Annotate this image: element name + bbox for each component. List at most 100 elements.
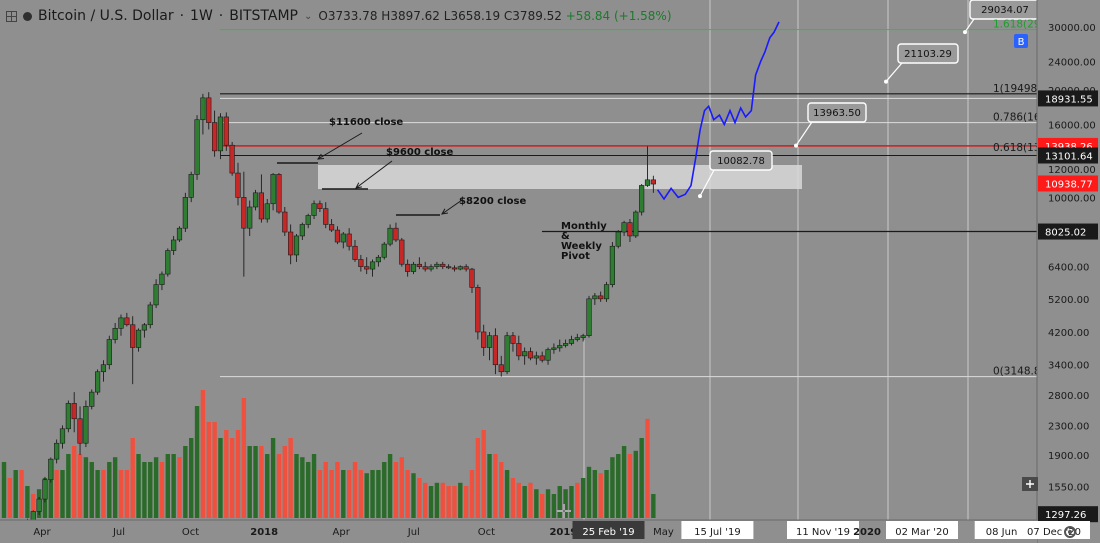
candle-body xyxy=(200,97,206,121)
candle-body xyxy=(387,227,393,245)
price-label-text: 8025.02 xyxy=(1045,228,1086,239)
close-value: 3789.52 xyxy=(512,9,562,23)
price-tick-label: 10000.00 xyxy=(1048,193,1096,204)
volume-bar xyxy=(621,446,627,518)
candle-body xyxy=(428,266,434,270)
volume-bar xyxy=(639,438,644,518)
price-label-box xyxy=(1038,147,1098,164)
crosshair-cursor-icon xyxy=(557,504,571,518)
candle-body xyxy=(375,256,382,263)
time-tick-label: Oct xyxy=(478,527,495,538)
volume-bar xyxy=(276,454,282,518)
candle-body xyxy=(393,227,399,241)
candle-body xyxy=(545,349,551,361)
candle-body xyxy=(171,239,177,251)
candle-body xyxy=(288,231,294,256)
candle-body xyxy=(539,355,545,361)
volume-bar xyxy=(469,470,475,518)
exchange-label[interactable]: BITSTAMP xyxy=(229,8,298,24)
candle-body xyxy=(346,233,352,247)
add-alert-button[interactable] xyxy=(1022,477,1038,491)
volume-bar xyxy=(551,494,557,518)
settings-gear-icon[interactable] xyxy=(1064,526,1076,538)
candle-body xyxy=(124,317,130,326)
compare-icon[interactable] xyxy=(6,10,17,22)
price-label-text: 1297.26 xyxy=(1045,510,1086,521)
price-tick-label: 1900.00 xyxy=(1048,451,1089,462)
volume-bar xyxy=(411,473,416,518)
volume-bar xyxy=(563,489,568,518)
annotation-text: & xyxy=(561,231,570,242)
candle-body xyxy=(223,116,229,146)
time-tick-label: 2019 xyxy=(549,527,577,538)
fib-label: 0.618(13 xyxy=(993,142,1041,154)
volume-bar xyxy=(247,446,252,518)
scale-badge-text: B xyxy=(1018,37,1025,48)
price-label-text: 18931.55 xyxy=(1045,94,1093,105)
volume-bar xyxy=(610,457,615,518)
volume-bar xyxy=(382,462,387,518)
candle-body xyxy=(328,224,335,231)
volume-bar xyxy=(288,438,293,518)
candle-body xyxy=(603,284,610,300)
time-tick-label: 25 Feb '19 xyxy=(582,527,634,538)
candle-body xyxy=(305,215,311,225)
volume-bar xyxy=(124,470,130,518)
volume-bar xyxy=(253,446,258,518)
price-callouts: 29034.07 21103.29 13963.50 10082.78 xyxy=(698,0,1041,199)
chevron-down-icon[interactable]: ⌄ xyxy=(303,10,313,22)
candle-body xyxy=(71,403,77,420)
candle-body xyxy=(112,328,118,340)
candle-body xyxy=(644,179,651,186)
open-label: O xyxy=(318,9,328,23)
symbol-title[interactable]: Bitcoin / U.S. Dollar xyxy=(38,8,174,24)
low-value: 3658.19 xyxy=(450,9,501,23)
projection-line xyxy=(656,21,780,201)
volume-bar xyxy=(241,398,247,518)
candle-body xyxy=(510,335,516,344)
candle-body xyxy=(445,266,452,269)
volume-bar xyxy=(376,470,381,518)
scale-badge[interactable]: B xyxy=(1014,34,1028,48)
time-tick-label: Jul xyxy=(407,527,420,538)
interval-label[interactable]: 1W xyxy=(190,8,213,24)
volume-bar xyxy=(545,489,551,518)
annotation-arrow-head xyxy=(441,208,449,215)
volume-bar xyxy=(200,390,206,518)
candle-body xyxy=(592,295,598,300)
candle-body xyxy=(100,364,107,373)
low-label: L xyxy=(443,9,451,23)
volume-bar xyxy=(504,470,510,518)
volume-bar xyxy=(218,438,223,518)
volume-bar xyxy=(270,438,276,518)
candle-body xyxy=(217,116,224,152)
callout-text: 21103.29 xyxy=(904,49,952,60)
candle-body xyxy=(457,266,463,270)
volume-bar xyxy=(440,482,445,518)
fib-label: 0(3148.8 xyxy=(993,366,1041,378)
volume-bar xyxy=(130,438,135,518)
time-axis[interactable]: Apr Jul Oct 2018 Apr Jul Oct 2019 25 Feb '19 May 1… xyxy=(0,519,1090,543)
candle-body xyxy=(381,243,387,258)
candle-body xyxy=(422,266,428,270)
volume-bar xyxy=(189,438,194,518)
price-label-box xyxy=(1038,506,1098,523)
candle-body xyxy=(65,403,71,430)
volume-bar xyxy=(516,482,521,518)
callout-box xyxy=(897,43,959,64)
candle-body xyxy=(551,347,557,350)
volume-bar xyxy=(405,470,410,518)
price-label-text: 13101.64 xyxy=(1045,152,1093,163)
fib-label: 1.618(29 xyxy=(993,19,1041,31)
time-tick-label: 2020 xyxy=(853,527,881,538)
time-label-box xyxy=(1018,521,1090,539)
volume-bar xyxy=(393,462,399,518)
volume-bar xyxy=(370,470,375,518)
price-axis[interactable]: 30000.0024000.0020000.0016000.0012000.00… xyxy=(1036,0,1100,543)
callout-anchor xyxy=(884,79,888,84)
candle-body xyxy=(247,206,253,229)
volume-bar xyxy=(229,438,235,518)
candle-body xyxy=(650,179,656,185)
